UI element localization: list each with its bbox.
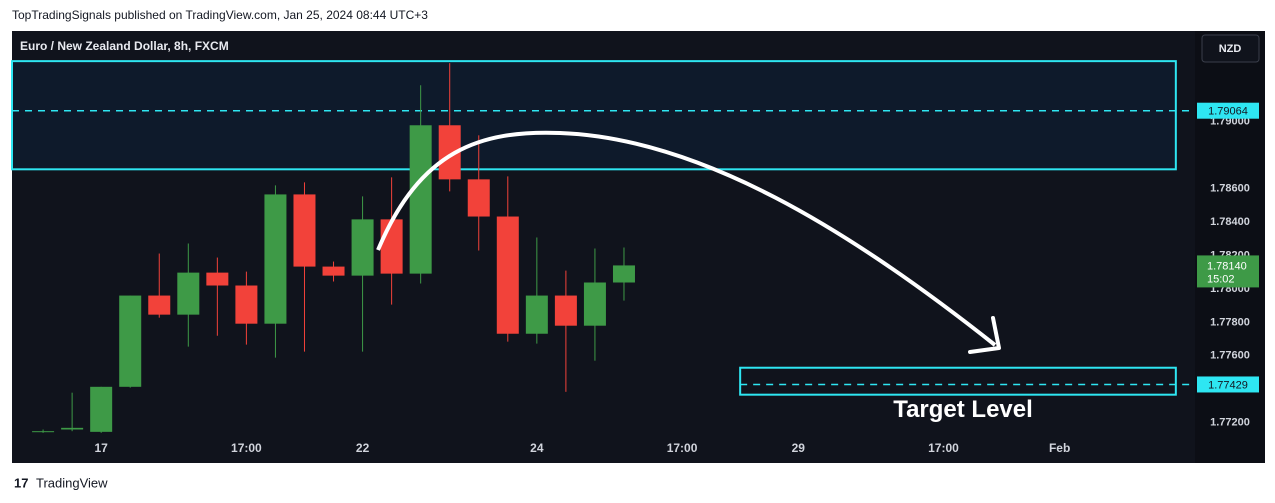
arrow-head (968, 316, 1001, 354)
candle-body (496, 216, 519, 334)
price-axis (1195, 31, 1265, 463)
x-tick-label: 17:00 (928, 441, 959, 455)
x-tick-label: 29 (792, 441, 806, 455)
candle-body (409, 125, 432, 274)
y-tick-label: 1.77800 (1210, 316, 1250, 328)
y-tick-label: 1.78400 (1210, 216, 1250, 228)
arrow (376, 130, 997, 347)
y-tick-label: 1.77600 (1210, 350, 1250, 362)
publisher: TopTradingSignals published on TradingVi… (12, 8, 428, 22)
zone (739, 366, 1177, 396)
candle-body (322, 266, 345, 276)
y-tick-label: 1.77200 (1210, 417, 1250, 429)
countdown: 15:02 (1207, 273, 1235, 285)
currency-button[interactable] (1201, 34, 1260, 63)
zone-text: Target Level (893, 396, 1033, 423)
candle-body (583, 282, 606, 326)
zone (11, 60, 1177, 171)
brand: TradingView (36, 475, 108, 490)
chart-title: Euro / New Zealand Dollar, 8h, FXCM (20, 39, 229, 53)
candle-body (177, 272, 200, 315)
candle-body (380, 219, 403, 274)
candle-body (148, 295, 171, 315)
candle-body (32, 431, 55, 433)
x-tick-label: 17:00 (231, 441, 262, 455)
last-price-label: 1.78140 (1207, 260, 1247, 272)
candle-body (612, 265, 635, 283)
currency[interactable]: NZD (1219, 43, 1242, 55)
candle-body (90, 386, 113, 432)
price-marker (1197, 102, 1259, 119)
candle-body (525, 295, 548, 334)
last-price-marker (1197, 255, 1259, 288)
x-tick-label: 24 (530, 441, 544, 455)
candle-body (351, 219, 374, 276)
x-tick-label: Feb (1049, 441, 1070, 455)
candle-body (467, 179, 490, 217)
candle-body (119, 295, 142, 387)
candle-body (61, 427, 84, 430)
price-marker-label: 1.79064 (1208, 106, 1248, 118)
x-tick-label: 17:00 (667, 441, 698, 455)
x-tick-label: 22 (356, 441, 370, 455)
candle-body (438, 125, 461, 180)
candle-body (235, 285, 258, 324)
y-tick-label: 1.78600 (1210, 182, 1250, 194)
y-tick-label: 1.78200 (1210, 249, 1250, 261)
candle-body (206, 272, 229, 286)
price-marker (1197, 376, 1259, 393)
candle-body (554, 295, 577, 326)
price-marker-label: 1.77429 (1208, 379, 1248, 391)
candle-body (293, 194, 316, 267)
candle-body (264, 194, 287, 324)
logo-mark: 17 (14, 475, 28, 490)
x-tick-label: 17 (94, 441, 108, 455)
